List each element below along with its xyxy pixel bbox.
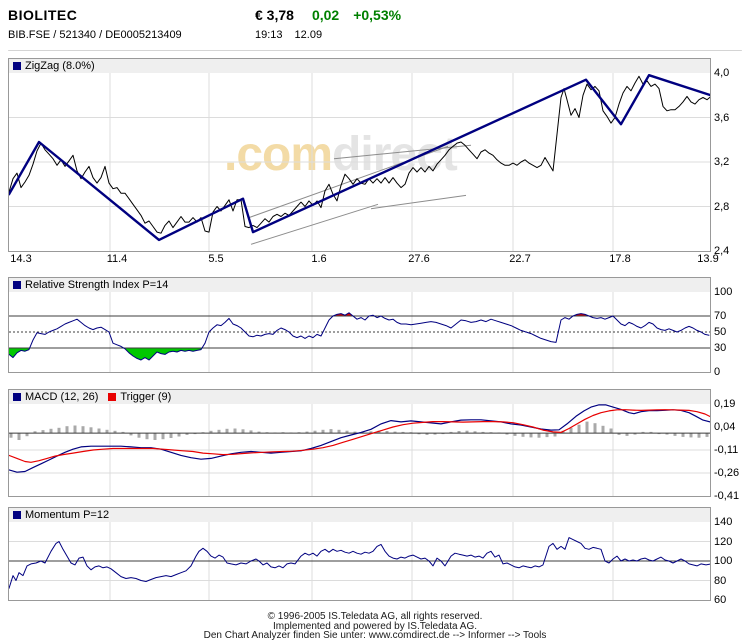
panel-momentum: Momentum P=12 bbox=[8, 507, 711, 601]
y-tick-label: 0 bbox=[714, 366, 721, 378]
panel-rsi-header: Relative Strength Index P=14 bbox=[9, 278, 710, 292]
instrument-identifiers: BIB.FSE / 521340 / DE0005213409 bbox=[8, 29, 182, 41]
x-axis-labels: 14.3 11.4 5.5 1.6 27.6 22.7 17.8 13.9 bbox=[8, 253, 718, 267]
y-tick-label: 2,4 bbox=[714, 245, 730, 257]
quote-date: 12.09 bbox=[294, 29, 323, 41]
x-tick-label: 13.9 bbox=[697, 253, 719, 265]
legend-swatch bbox=[13, 62, 21, 70]
y-tick-label: 60 bbox=[714, 594, 727, 606]
stock-title: BIOLITEC bbox=[8, 7, 78, 23]
quote-timestamp: 19:13 12.09 bbox=[255, 29, 334, 41]
legend-swatch bbox=[13, 511, 21, 519]
footer: © 1996-2005 IS.Teledata AG, all rights r… bbox=[0, 612, 750, 641]
legend-label: Momentum P=12 bbox=[25, 509, 110, 521]
y-tick-label: 70 bbox=[714, 310, 727, 322]
panel-rsi: Relative Strength Index P=14 bbox=[8, 277, 711, 373]
y-tick-label: 30 bbox=[714, 342, 727, 354]
y-tick-label: -0,26 bbox=[714, 467, 740, 479]
y-tick-label: 100 bbox=[714, 555, 733, 567]
chart-svg bbox=[9, 73, 710, 251]
y-tick-label: 120 bbox=[714, 535, 733, 548]
footer-copyright: © 1996-2005 IS.Teledata AG, all rights r… bbox=[267, 611, 483, 622]
legend-label: Relative Strength Index P=14 bbox=[25, 279, 169, 291]
y-tick-label: 3,6 bbox=[714, 111, 730, 124]
x-tick-label: 5.5 bbox=[208, 253, 224, 265]
y-tick-label: 0,19 bbox=[714, 398, 736, 410]
y-tick-label: 2,8 bbox=[714, 200, 730, 213]
y-tick-label: 100 bbox=[714, 286, 733, 298]
panel-macd: MACD (12, 26) Trigger (9) bbox=[8, 389, 711, 497]
footer-powered-by: Implemented and powered by IS.Teledata A… bbox=[272, 620, 477, 632]
y-tick-label: -0,11 bbox=[714, 444, 739, 456]
legend-label: MACD (12, 26) bbox=[25, 391, 99, 403]
panel-momentum-header: Momentum P=12 bbox=[9, 508, 710, 522]
quote-line: € 3,78 0,02 +0,53% bbox=[255, 7, 401, 23]
quote-time: 19:13 bbox=[255, 29, 283, 41]
y-tick-label: 3,2 bbox=[714, 156, 730, 168]
momentum-chart-area bbox=[9, 522, 710, 600]
chart-svg bbox=[9, 292, 710, 372]
watermark-direct: direct bbox=[332, 128, 458, 181]
x-tick-label: 1.6 bbox=[311, 253, 327, 265]
y-tick-label: 4,0 bbox=[714, 67, 730, 79]
panel-macd-header: MACD (12, 26) Trigger (9) bbox=[9, 390, 710, 404]
rsi-chart-area bbox=[9, 292, 710, 372]
header-divider bbox=[8, 50, 742, 51]
price-change-percent: +0,53% bbox=[353, 7, 402, 23]
comdirect-watermark: .comdirect bbox=[224, 128, 458, 181]
macd-chart-area bbox=[9, 404, 710, 496]
x-tick-label: 11.4 bbox=[106, 253, 128, 265]
legend-label: ZigZag (8.0%) bbox=[25, 60, 95, 72]
x-tick-label: 17.8 bbox=[609, 253, 631, 265]
legend-label: Trigger (9) bbox=[120, 391, 172, 403]
y-tick-label: 0,04 bbox=[714, 421, 736, 433]
price-value: € 3,78 bbox=[255, 7, 294, 23]
legend-swatch bbox=[13, 393, 21, 401]
legend-swatch bbox=[13, 281, 21, 289]
panel-zigzag: ZigZag (8.0%) .comdirect bbox=[8, 58, 711, 252]
y-tick-label: 140 bbox=[714, 516, 733, 528]
footer-analyzer-hint: Den Chart Analyzer finden Sie unter: www… bbox=[203, 630, 547, 641]
chart-svg bbox=[9, 522, 710, 600]
x-tick-label: 22.7 bbox=[509, 253, 531, 265]
x-tick-label: 14.3 bbox=[10, 253, 32, 265]
chart-svg bbox=[9, 404, 710, 496]
panel-zigzag-header: ZigZag (8.0%) bbox=[9, 59, 710, 73]
y-tick-label: -0,41 bbox=[714, 490, 740, 502]
zigzag-chart-area: .comdirect bbox=[9, 73, 710, 251]
x-tick-label: 27.6 bbox=[408, 253, 430, 265]
price-change: 0,02 bbox=[311, 7, 340, 23]
y-tick-label: 50 bbox=[714, 326, 727, 338]
watermark-com: .com bbox=[224, 128, 333, 181]
legend-swatch bbox=[108, 393, 117, 401]
y-tick-label: 80 bbox=[714, 574, 727, 587]
